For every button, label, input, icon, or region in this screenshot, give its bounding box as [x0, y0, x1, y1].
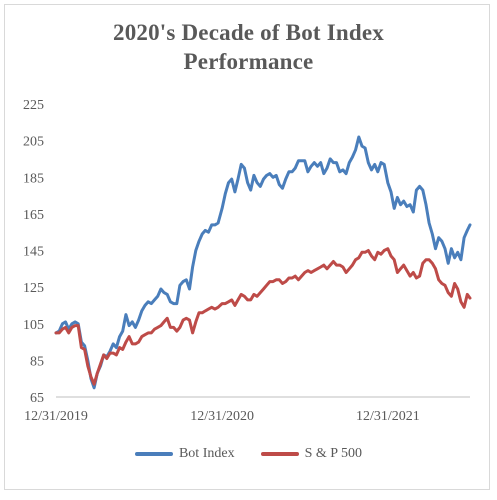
x-tick-label: 12/31/2019 — [24, 409, 88, 424]
x-axis: 12/31/2019 12/31/2020 12/31/2021 — [24, 396, 470, 424]
y-tick-label: 105 — [23, 318, 44, 333]
y-tick-label: 165 — [23, 208, 44, 223]
series-line-bot-index — [54, 135, 472, 390]
legend-swatch-bot-index — [134, 452, 173, 456]
chart-title: 2020's Decade of Bot Index Performance — [0, 18, 497, 76]
y-tick-label: 85 — [30, 354, 44, 369]
y-axis: 65 85 105 125 145 165 185 205 225 — [23, 98, 44, 406]
series-line-sp500 — [54, 247, 472, 386]
legend-label-bot-index: Bot Index — [178, 446, 235, 461]
y-tick-label: 65 — [30, 391, 44, 406]
legend: Bot Index S & P 500 — [0, 444, 497, 464]
y-tick-label: 125 — [23, 281, 44, 296]
chart-title-line-1: 2020's Decade of Bot Index — [113, 20, 384, 45]
x-tick-label: 12/31/2020 — [190, 409, 254, 424]
legend-label-sp500: S & P 500 — [304, 446, 363, 461]
chart-area — [4, 4, 490, 490]
y-tick-label: 225 — [23, 98, 44, 113]
x-tick-label: 12/31/2021 — [356, 409, 420, 424]
legend-item-bot-index: Bot Index — [134, 446, 235, 462]
legend-item-sp500: S & P 500 — [260, 446, 363, 462]
y-tick-label: 185 — [23, 171, 44, 186]
y-tick-label: 145 — [23, 245, 44, 260]
y-tick-label: 205 — [23, 135, 44, 150]
series-layer — [54, 135, 472, 390]
legend-swatch-sp500 — [260, 452, 299, 456]
chart-title-line-2: Performance — [183, 49, 314, 74]
